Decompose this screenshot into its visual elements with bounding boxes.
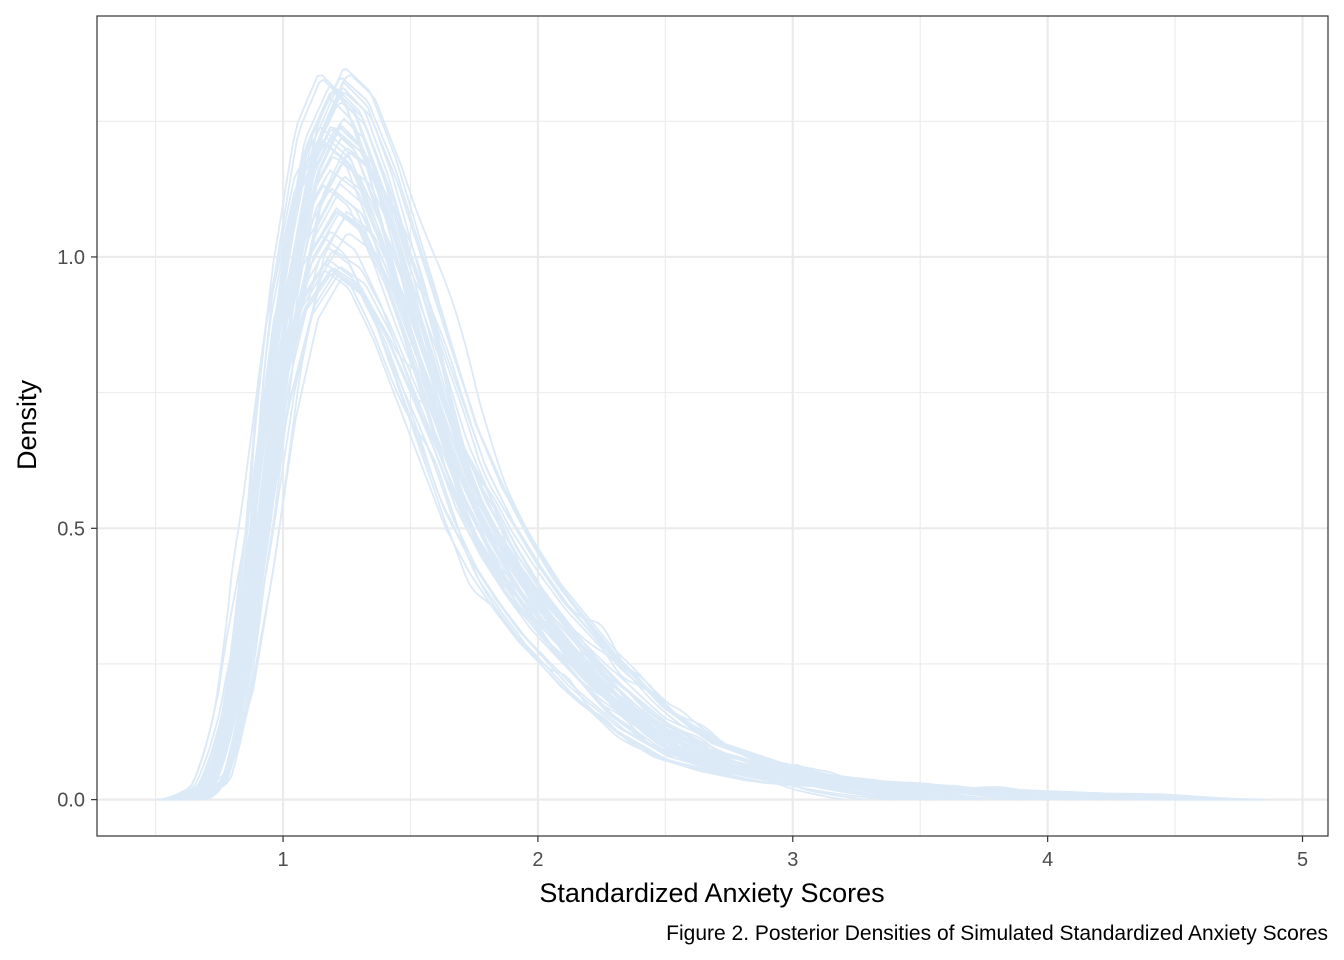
x-tick-label: 1: [277, 849, 288, 871]
y-axis-ticks: 0.0 0.5 1.0: [57, 247, 97, 812]
density-curves: [156, 68, 1266, 801]
density-curve: [194, 77, 935, 801]
density-curve: [189, 235, 1075, 801]
density-curve: [195, 192, 1085, 801]
x-axis-title: Standardized Anxiety Scores: [539, 878, 884, 908]
y-tick-label: 0.5: [57, 518, 85, 540]
density-curve: [197, 78, 1188, 801]
x-tick-label: 5: [1297, 849, 1308, 871]
figure-caption: Figure 2. Posterior Densities of Simulat…: [666, 922, 1328, 945]
density-curve: [195, 263, 1265, 801]
x-axis-ticks: 1 2 3 4 5: [277, 836, 1308, 871]
density-curve: [181, 175, 1237, 801]
density-curve: [166, 73, 1266, 801]
density-curve: [198, 136, 1180, 801]
density-curve: [204, 101, 1245, 801]
density-curve: [180, 247, 1241, 801]
x-tick-label: 3: [787, 849, 798, 871]
density-curve: [195, 123, 1157, 801]
density-curve: [190, 74, 1258, 801]
density-curve: [173, 187, 1261, 801]
x-tick-label: 4: [1042, 849, 1053, 871]
density-curve: [187, 125, 1237, 801]
density-curve: [182, 270, 1063, 801]
density-curve: [167, 207, 845, 801]
y-tick-label: 0.0: [57, 790, 85, 812]
density-curve: [188, 184, 928, 801]
y-tick-label: 1.0: [57, 247, 85, 269]
panel-border: [96, 15, 1329, 837]
x-tick-label: 2: [532, 849, 543, 871]
density-curve: [200, 233, 1140, 801]
y-axis-title: Density: [12, 379, 42, 470]
density-curve: [198, 95, 1124, 801]
density-curve: [185, 156, 1228, 801]
